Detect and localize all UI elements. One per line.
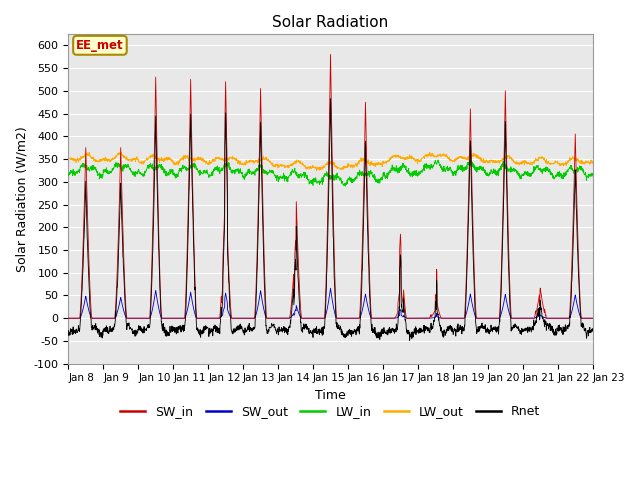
Y-axis label: Solar Radiation (W/m2): Solar Radiation (W/m2)	[15, 126, 28, 272]
Legend: SW_in, SW_out, LW_in, LW_out, Rnet: SW_in, SW_out, LW_in, LW_out, Rnet	[115, 400, 545, 423]
Title: Solar Radiation: Solar Radiation	[272, 15, 388, 30]
Text: EE_met: EE_met	[76, 39, 124, 52]
X-axis label: Time: Time	[315, 389, 346, 402]
